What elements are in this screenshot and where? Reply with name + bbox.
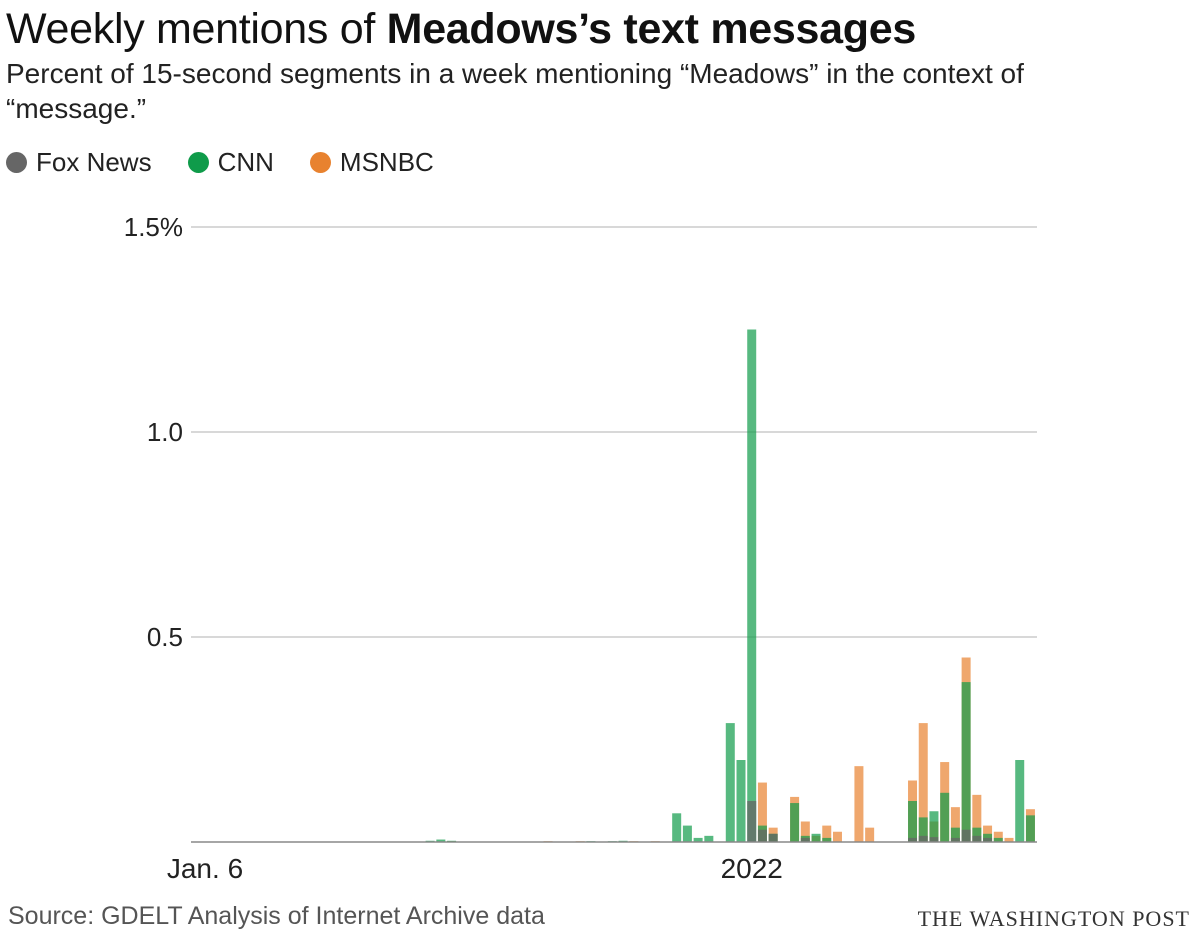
bar-cnn: [822, 837, 832, 842]
bar-fox-news: [918, 835, 928, 842]
bar-msnbc: [865, 827, 875, 842]
bar-cnn: [747, 329, 757, 842]
bar-fox-news: [908, 837, 918, 842]
bar-cnn: [1025, 815, 1035, 842]
legend-label-msnbc: MSNBC: [339, 146, 434, 177]
x-tick-label: Jan. 6: [167, 853, 243, 884]
bar-msnbc: [832, 831, 842, 842]
bar-fox-news: [800, 837, 810, 842]
bar-cnn: [972, 827, 982, 842]
bar-fox-news: [768, 833, 778, 842]
bar-msnbc: [757, 782, 767, 842]
bar-cnn: [918, 817, 928, 842]
legend-item-fox-news: Fox News: [6, 147, 152, 178]
y-tick-label: 0.5: [147, 622, 183, 652]
legend-item-cnn: CNN: [187, 146, 274, 178]
bar-cnn: [693, 837, 703, 842]
bar-msnbc: [972, 794, 982, 842]
bar-cnn: [811, 833, 821, 842]
bar-fox-news: [757, 829, 767, 842]
bar-cnn: [940, 792, 950, 842]
legend-swatch-fox-news: [6, 151, 27, 173]
bar-cnn: [908, 801, 918, 842]
bar-msnbc: [800, 821, 810, 842]
bar-fox-news: [983, 837, 993, 842]
chart-title: Weekly mentions of Meadows’s text messag…: [6, 4, 916, 54]
bar-msnbc: [854, 766, 864, 842]
bar-cnn: [672, 813, 682, 842]
legend: Fox News CNN MSNBC: [6, 146, 470, 178]
bar-cnn: [1015, 760, 1025, 842]
bar-cnn: [725, 723, 735, 842]
y-tick-label: 1.5%: [124, 212, 183, 242]
bar-chart: 0.5 1.0 1.5% Jan. 6 2022: [124, 212, 1037, 884]
bar-cnn: [929, 811, 939, 842]
bar-msnbc: [950, 807, 960, 842]
bar-cnn: [950, 827, 960, 842]
chart-subtitle: Percent of 15-second segments in a week …: [6, 58, 1024, 124]
publisher-credit: THE WASHINGTON POST: [917, 906, 1190, 931]
chart-title-part1: Weekly mentions of: [6, 5, 387, 53]
bar-msnbc: [1004, 837, 1014, 842]
bar-fox-news: [972, 835, 982, 842]
bar-msnbc: [918, 723, 928, 842]
bar-cnn: [993, 837, 1003, 842]
x-tick-label: 2022: [721, 853, 783, 884]
legend-label-cnn: CNN: [217, 146, 274, 177]
legend-item-msnbc: MSNBC: [309, 146, 434, 178]
bar-cnn: [682, 825, 692, 842]
bar-fox-news: [961, 829, 971, 842]
bar-cnn: [790, 803, 800, 842]
y-tick-label: 1.0: [147, 417, 183, 447]
legend-swatch-cnn: [187, 151, 209, 173]
bar-cnn: [436, 839, 446, 842]
bar-fox-news: [747, 801, 757, 842]
bar-fox-news: [950, 837, 960, 842]
bar-msnbc: [822, 825, 832, 842]
legend-swatch-msnbc: [309, 151, 331, 173]
bar-msnbc: [993, 831, 1003, 842]
bar-cnn: [961, 682, 971, 842]
bar-cnn: [736, 760, 746, 842]
source-note: Source: GDELT Analysis of Internet Archi…: [8, 902, 545, 930]
legend-label-fox-news: Fox News: [36, 146, 152, 177]
bar-fox-news: [929, 837, 939, 842]
chart-title-part2: Meadows’s text messages: [386, 5, 917, 53]
bar-cnn: [704, 835, 714, 842]
